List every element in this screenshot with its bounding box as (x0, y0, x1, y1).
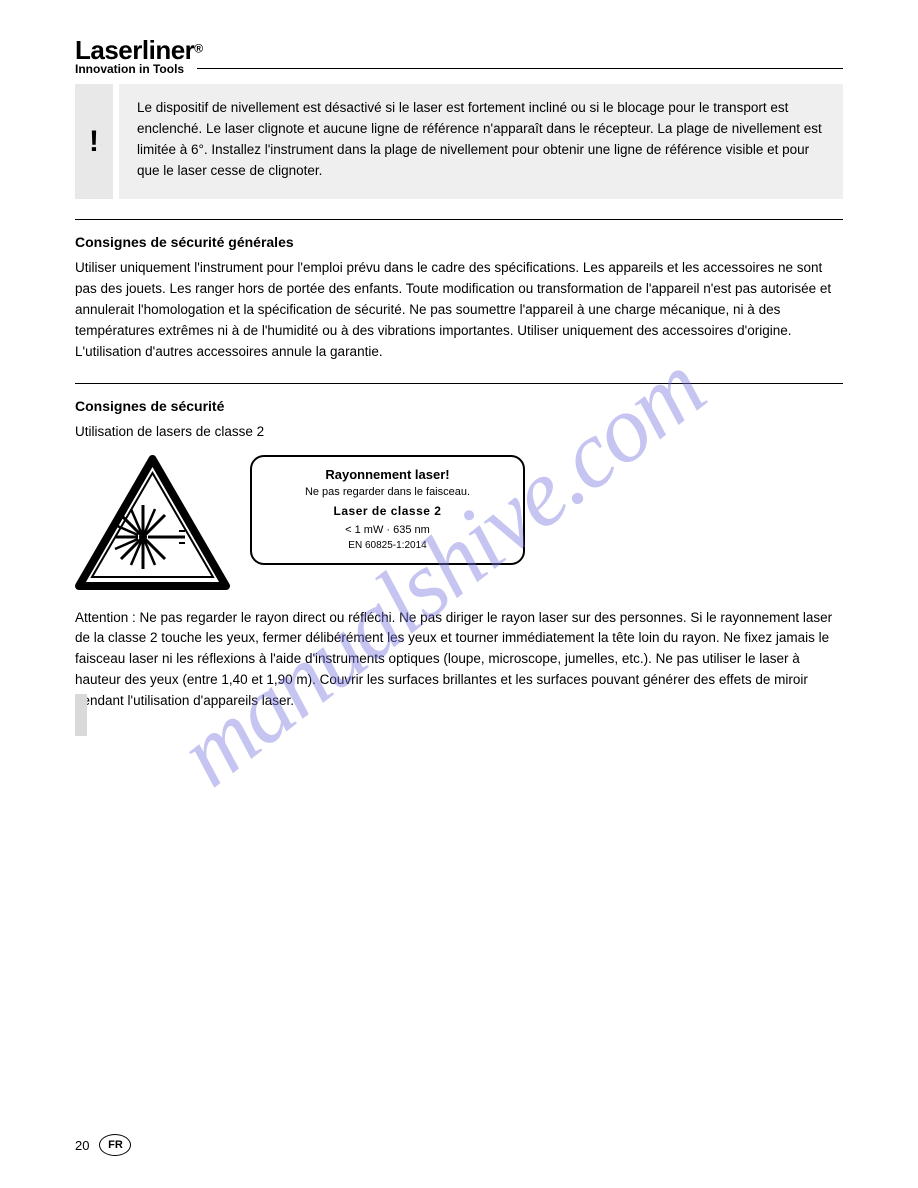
page-number: 20 (75, 1138, 89, 1153)
laser-warning-row: Rayonnement laser! Ne pas regarder dans … (75, 455, 843, 590)
logo-tagline: Innovation in Tools (75, 62, 843, 76)
logo-name: Laserliner (75, 35, 194, 65)
registered-mark: ® (194, 42, 203, 56)
alert-icon-box: ! (75, 84, 113, 199)
page-side-tab (75, 694, 87, 736)
laser-safety-subtitle: Utilisation de lasers de classe 2 (75, 422, 843, 443)
laser-label-heading: Rayonnement laser! (270, 467, 505, 482)
document-page: manualshive.com Laserliner® Innovation i… (0, 0, 918, 1188)
laser-label-standard: EN 60825-1:2014 (270, 540, 505, 551)
laser-safety-body: Attention : Ne pas regarder le rayon dir… (75, 608, 843, 713)
alert-callout: ! Le dispositif de nivellement est désac… (75, 84, 843, 199)
brand-header: Laserliner® Innovation in Tools (75, 35, 843, 69)
laser-safety-title: Consignes de sécurité (75, 398, 843, 414)
laser-label-spec: < 1 mW · 635 nm (270, 524, 505, 536)
exclamation-icon: ! (89, 125, 99, 159)
general-safety-title: Consignes de sécurité générales (75, 234, 843, 250)
general-safety-body: Utiliser uniquement l'instrument pour l'… (75, 258, 843, 363)
alert-text: Le dispositif de nivellement est désacti… (119, 84, 843, 199)
language-indicator: FR (99, 1134, 131, 1156)
laser-label-class: Laser de classe 2 (270, 504, 505, 518)
laser-classification-label: Rayonnement laser! Ne pas regarder dans … (250, 455, 525, 565)
page-footer: 20 FR (75, 1134, 131, 1156)
section-divider (75, 383, 843, 384)
laser-hazard-triangle-icon (75, 455, 230, 590)
section-divider (75, 219, 843, 220)
laser-label-warning: Ne pas regarder dans le faisceau. (270, 486, 505, 498)
